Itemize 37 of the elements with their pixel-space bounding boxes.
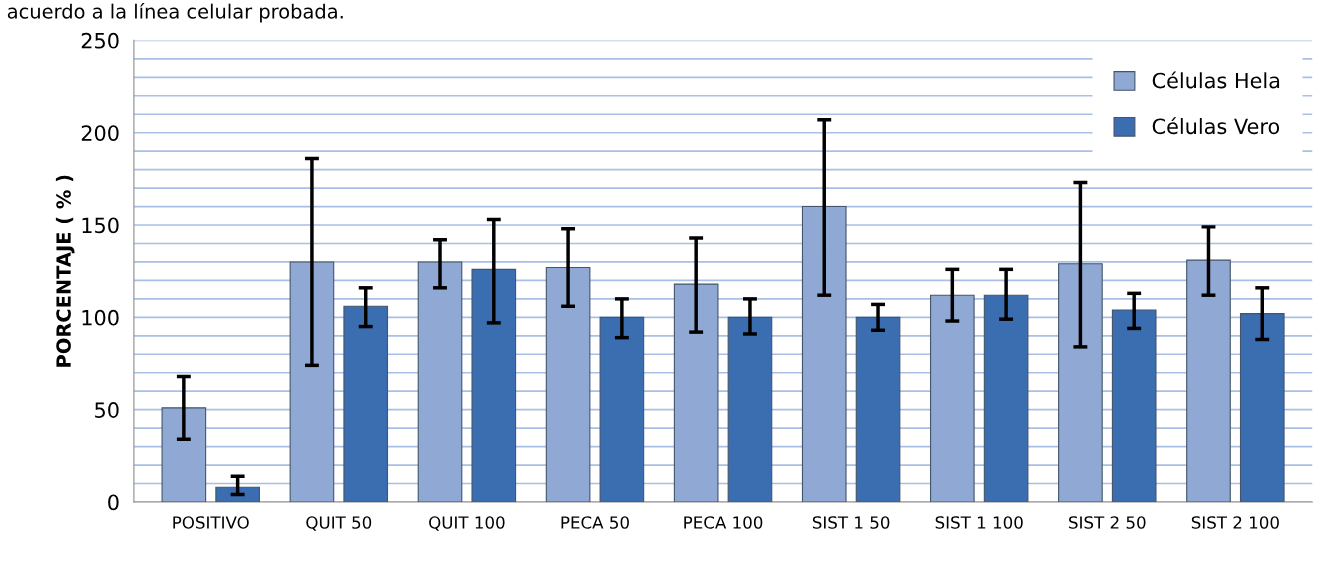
bar: [801, 206, 847, 502]
x-tick-label: PECA 100: [684, 516, 763, 529]
bar: [215, 486, 260, 502]
legend-label: Células Hela: [1152, 71, 1280, 89]
y-tick-label: 200: [81, 125, 119, 141]
y-tick-label: 150: [82, 217, 119, 234]
bar: [471, 268, 517, 502]
legend-label: Células Vero: [1152, 117, 1280, 135]
bar: [545, 266, 591, 502]
bar: [1186, 259, 1231, 502]
x-tick-label: POSITIVO: [173, 516, 249, 529]
bar: [417, 261, 463, 502]
x-tick-label: QUIT 50: [306, 516, 372, 531]
y-axis-title: PORCENTAJE ( % ): [55, 175, 75, 367]
x-tick-label: QUIT 100: [429, 516, 505, 531]
x-tick-label: SIST 2 50: [1069, 516, 1146, 529]
y-tick-label: 50: [95, 402, 119, 418]
x-tick-label: SIST 1 100: [935, 516, 1023, 529]
bar: [1058, 263, 1103, 502]
y-tick-label: 0: [108, 494, 119, 511]
bar: [673, 283, 719, 502]
bar: [929, 294, 975, 502]
bar: [983, 294, 1029, 502]
x-tick-label: SIST 2 100: [1191, 516, 1279, 529]
y-tick-label: 100: [82, 309, 119, 326]
bar: [289, 261, 335, 502]
text: acuerdo a la línea celular probada.: [7, 2, 343, 23]
x-tick-label: SIST 1 50: [812, 516, 890, 529]
bar: [599, 316, 645, 502]
bar: [1111, 309, 1157, 502]
bar: [1239, 313, 1285, 502]
bar: [855, 316, 901, 502]
bar: [727, 316, 773, 502]
x-tick-label: PECA 50: [561, 516, 629, 529]
y-tick-label: 250: [81, 32, 119, 49]
bar: [343, 305, 389, 502]
bar: [161, 407, 207, 502]
